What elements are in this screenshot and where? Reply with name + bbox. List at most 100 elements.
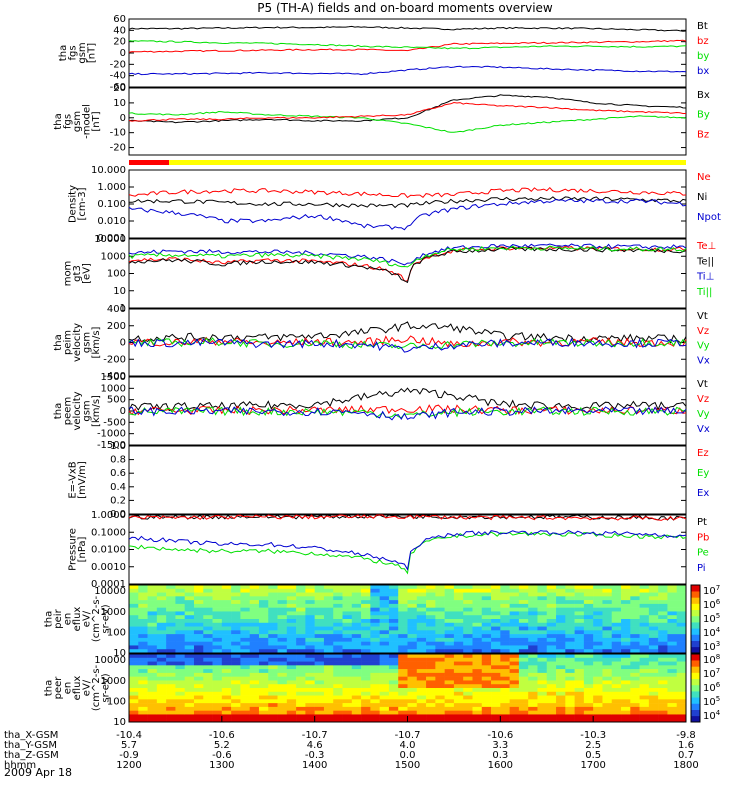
spectrogram-cell [277, 588, 288, 593]
spectrogram-cell [184, 680, 195, 685]
spectrogram-cell [648, 630, 659, 635]
spectrogram-cell [500, 676, 510, 681]
spectrogram-cell [212, 703, 223, 708]
y-tick-label: 0.0 [110, 509, 126, 520]
spectrogram-cell [639, 710, 650, 715]
spectrogram-cell [166, 699, 176, 704]
spectrogram-cell [323, 611, 334, 616]
spectrogram-cell [426, 706, 436, 711]
panel-frame-top [128, 584, 687, 654]
spectrogram-cell [537, 657, 548, 662]
spectrogram-cell [314, 654, 325, 659]
spectrogram-cell [268, 676, 278, 681]
spectrogram-cell [546, 649, 557, 654]
spectrogram-cell [166, 611, 176, 616]
spectrogram-cell [611, 626, 622, 631]
spectrogram-cell [658, 691, 668, 696]
panel-9: thapeirenefluxeV/(cm^2-s-sr-eV)100001000… [44, 584, 721, 659]
spectrogram-cell [481, 592, 492, 597]
spectrogram-cell [129, 649, 139, 654]
spectrogram-cell [268, 665, 278, 670]
spectrogram-cell [583, 695, 594, 700]
spectrogram-cell [221, 626, 232, 631]
spectrogram-cell [342, 592, 353, 597]
spectrogram-cell [323, 661, 334, 666]
spectrogram-cell [500, 585, 510, 590]
spectrogram-cell [203, 615, 213, 620]
y-tick-label: 0.1000 [91, 527, 126, 538]
spectrogram-cell [667, 661, 678, 666]
spectrogram-cell [323, 607, 334, 612]
spectrogram-cell [407, 641, 418, 646]
spectrogram-cell [351, 592, 362, 597]
spectrogram-cell [676, 661, 687, 666]
spectrogram-cell [323, 654, 334, 659]
spectrogram-cell [240, 600, 250, 605]
y-tick-label: 1 [120, 303, 126, 314]
spectrogram-cell [351, 669, 362, 674]
spectrogram-cell [583, 622, 594, 627]
spectrogram-cell [676, 630, 687, 635]
spectrogram-cell [184, 630, 195, 635]
spectrogram-cell [676, 657, 687, 662]
y-tick-label: 1000 [101, 607, 126, 618]
spectrogram-cell [258, 654, 269, 659]
spectrogram-cell [258, 699, 269, 704]
spectrogram-cell [231, 703, 241, 708]
spectrogram-cell [528, 649, 538, 654]
spectrogram-cell [472, 669, 483, 674]
spectrogram-cell [453, 699, 464, 704]
spectrogram-cell [268, 691, 278, 696]
spectrogram-cell [491, 588, 501, 593]
spectrogram-cell [184, 596, 195, 601]
spectrogram-cell [639, 657, 650, 662]
legend-Vy: Vy [697, 409, 710, 420]
spectrogram-cell [528, 699, 538, 704]
spectrogram-cell [639, 680, 650, 685]
spectrogram-cell [138, 688, 148, 693]
spectrogram-cell [648, 611, 659, 616]
spectrogram-cell [565, 607, 575, 612]
spectrogram-cell [184, 695, 195, 700]
spectrogram-cell [621, 622, 631, 627]
spectrogram-cell [518, 626, 529, 631]
spectrogram-cell [639, 669, 650, 674]
spectrogram-cell [444, 676, 455, 681]
spectrogram-cell [648, 588, 659, 593]
spectrogram-cell [147, 676, 158, 681]
spectrogram-cell [416, 611, 427, 616]
spectrogram-cell [361, 661, 371, 666]
spectrogram-cell [611, 680, 622, 685]
spectrogram-cell [574, 688, 585, 693]
spectrogram-cell [416, 626, 427, 631]
spectrogram-cell [574, 622, 585, 627]
date-label: 2009 Apr 18 [4, 766, 72, 779]
spectrogram-cell [500, 649, 510, 654]
spectrogram-cell [333, 645, 343, 650]
spectrogram-cell [277, 691, 288, 696]
ylabel-line: [eV] [82, 263, 93, 284]
spectrogram-cell [379, 611, 390, 616]
spectrogram-cell [667, 665, 678, 670]
spectrogram-cell [175, 622, 185, 627]
y-tick-label: 10000 [94, 234, 126, 245]
spectrogram-cell [277, 672, 288, 677]
spectrogram-cell [435, 622, 445, 627]
spectrogram-cell [221, 645, 232, 650]
spectrogram-cell [621, 706, 631, 711]
panel-frame [128, 169, 687, 239]
panel-ylabel: thapeerenefluxeV/(cm^2-s-sr-eV) [44, 664, 112, 711]
spectrogram-cell [231, 645, 241, 650]
spectrogram-cell [546, 588, 557, 593]
spectrogram-cell [268, 588, 278, 593]
spectrogram-cell [426, 672, 436, 677]
spectrogram-cell [277, 688, 288, 693]
spectrogram-cell [268, 641, 278, 646]
spectrogram-cell [398, 600, 408, 605]
spectrogram-cell [156, 657, 167, 662]
spectrogram-cell [296, 669, 306, 674]
spectrogram-cell [583, 592, 594, 597]
spectrogram-cell [565, 669, 575, 674]
spectrogram-cell [129, 619, 139, 624]
spectrogram-cell [453, 676, 464, 681]
